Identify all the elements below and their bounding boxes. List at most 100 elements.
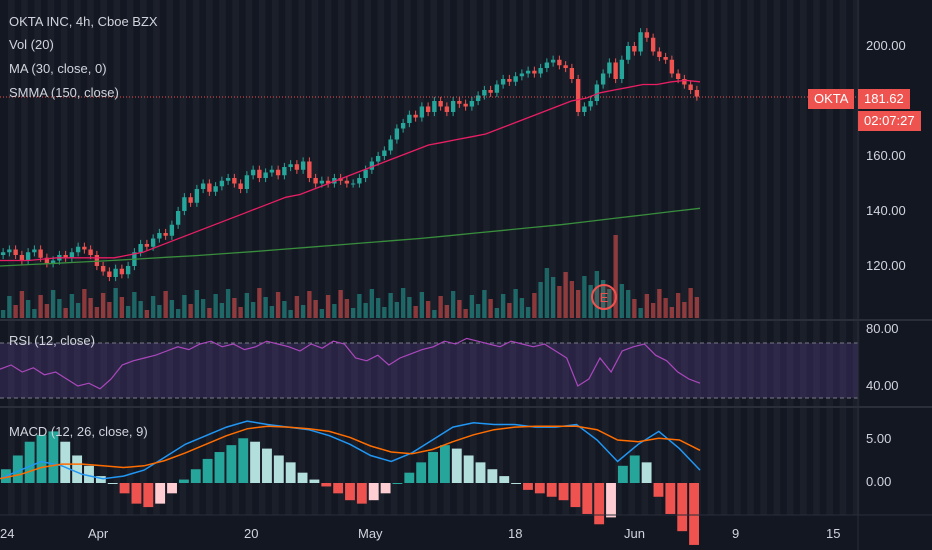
grid-column — [602, 0, 609, 515]
grid-column — [615, 0, 622, 515]
volume-bar — [238, 307, 243, 318]
candle-body — [269, 169, 275, 173]
volume-bar — [0, 310, 6, 318]
volume-bar — [225, 289, 231, 318]
grid-column — [694, 0, 701, 515]
volume-bar — [182, 295, 187, 318]
candle-body — [688, 84, 693, 90]
vol-legend[interactable]: Vol (20) — [9, 37, 54, 52]
candle-body — [163, 233, 168, 236]
chart-title: OKTA INC, 4h, Cboe BZX — [9, 14, 158, 29]
ma-legend[interactable]: MA (30, close, 0) — [9, 61, 107, 76]
volume-bar — [157, 305, 162, 318]
macd-hist-bar — [641, 462, 652, 483]
candle-body — [344, 180, 350, 184]
candle-body — [44, 257, 50, 264]
volume-bar — [19, 291, 25, 318]
macd-hist-bar — [143, 483, 154, 508]
grid-column — [641, 0, 649, 515]
candle-body — [400, 123, 406, 129]
volume-bar — [494, 308, 500, 318]
candle-body — [150, 238, 156, 247]
grid-column — [681, 0, 688, 515]
volume-bar — [557, 286, 562, 318]
macd-hist-bar — [439, 445, 450, 483]
volume-bars — [0, 235, 700, 318]
price-tick: 160.00 — [866, 148, 906, 163]
grid-column — [800, 0, 807, 515]
volume-bar — [138, 301, 143, 318]
grid-column — [575, 0, 583, 515]
price-tick: 140.00 — [866, 203, 906, 218]
volume-bar — [482, 290, 487, 318]
volume-bar — [532, 293, 537, 318]
candles — [0, 28, 700, 282]
date-tick: Jun — [624, 526, 645, 541]
grid-column — [272, 0, 279, 515]
candle-body — [669, 59, 675, 74]
volume-bar — [207, 308, 212, 318]
candle-body — [369, 161, 375, 170]
candle-body — [563, 65, 568, 68]
candle-body — [169, 224, 175, 236]
volume-bar — [282, 301, 287, 318]
candle-body — [188, 197, 193, 203]
grid-column — [364, 0, 371, 515]
volume-bar — [257, 288, 262, 318]
macd-hist-bar — [546, 483, 557, 497]
volume-bar — [475, 304, 481, 318]
volume-bar — [488, 299, 493, 318]
candle-body — [513, 76, 518, 82]
candle-body — [469, 101, 475, 107]
macd-hist-bar — [594, 483, 605, 525]
candle-body — [238, 183, 243, 189]
grid-column — [839, 0, 847, 515]
rsi-line — [0, 337, 701, 390]
macd-hist-bar — [570, 483, 581, 508]
macd-hist-bar — [416, 462, 427, 483]
macd-legend[interactable]: MACD (12, 26, close, 9) — [9, 424, 148, 439]
candle-body — [32, 249, 37, 253]
price-tick: 120.00 — [866, 258, 906, 273]
macd-hist-bar — [665, 483, 676, 514]
smma-legend[interactable]: SMMA (150, close) — [9, 85, 119, 100]
volume-bar — [525, 307, 531, 318]
volume-bar — [200, 299, 206, 318]
candle-body — [494, 84, 500, 93]
volume-bar — [650, 303, 656, 318]
volume-bar — [300, 305, 306, 318]
volume-bar — [88, 298, 93, 318]
volume-bar — [563, 272, 568, 318]
candle-body — [569, 68, 575, 79]
macd-hist-bar — [24, 441, 35, 483]
candle-body — [457, 101, 462, 104]
volume-bar — [613, 235, 618, 318]
volume-bar — [638, 308, 643, 318]
rsi-band — [0, 343, 858, 398]
candle-body — [113, 268, 118, 277]
grid-column — [734, 0, 741, 515]
price-tick: 200.00 — [866, 38, 906, 53]
candle-body — [519, 73, 525, 77]
macd-hist-bar — [380, 483, 391, 494]
volume-bar — [469, 295, 475, 318]
date-tick: 18 — [508, 526, 523, 541]
grid-column — [430, 0, 437, 515]
grid-column — [588, 0, 596, 515]
macd-hist-bar — [36, 434, 47, 483]
volume-bar — [357, 294, 362, 318]
date-tick: 9 — [732, 526, 740, 541]
candle-body — [619, 59, 625, 79]
volume-bar — [169, 300, 175, 318]
macd-hist-bar — [107, 483, 118, 484]
rsi-legend[interactable]: RSI (12, close) — [9, 333, 95, 348]
volume-bar — [313, 300, 318, 318]
candle-body — [419, 106, 425, 118]
macd-hist-bar — [428, 452, 438, 483]
grid-column — [549, 0, 556, 515]
candle-body — [632, 46, 637, 52]
earnings-marker[interactable]: E — [591, 284, 617, 310]
candle-body — [325, 180, 331, 184]
candle-body — [450, 101, 456, 112]
